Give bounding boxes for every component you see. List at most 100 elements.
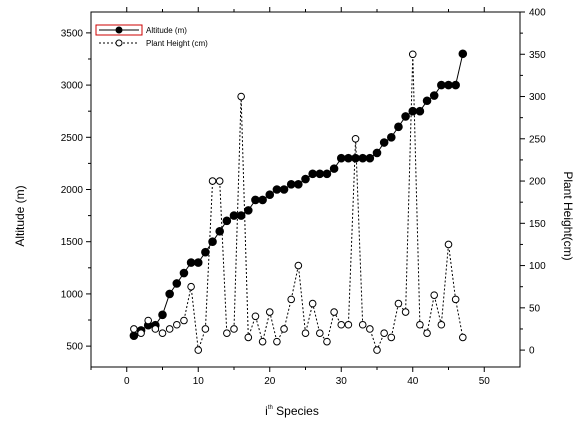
data-point-series-1 <box>372 148 382 158</box>
x-axis-title: ith Species <box>265 404 319 418</box>
y2-axis-ticks: 0 50 100 150 200 250 300 350 400 <box>520 8 546 357</box>
x-tick-label: 0 <box>124 376 130 387</box>
data-point-series-1 <box>172 279 182 288</box>
x-axis-title-main: i <box>265 404 268 418</box>
data-point-series-2 <box>387 333 396 342</box>
data-point-series-1 <box>429 91 439 100</box>
data-point-series-2 <box>223 329 231 337</box>
y-tick-label: 1000 <box>61 289 84 300</box>
legend-marker-series-1 <box>115 26 123 34</box>
x-tick-label: 50 <box>479 376 491 387</box>
data-point-series-2 <box>366 325 374 333</box>
data-point-series-2 <box>258 337 267 346</box>
data-point-series-1 <box>394 122 403 132</box>
data-point-series-2 <box>437 320 446 329</box>
data-point-series-2 <box>215 177 224 185</box>
series-points <box>129 49 468 354</box>
data-point-series-2 <box>251 312 260 321</box>
data-point-series-1 <box>336 153 346 163</box>
data-point-series-2 <box>280 325 288 333</box>
legend-label-series-1: Altitude (m) <box>146 26 187 35</box>
plot-frame <box>90 11 521 368</box>
data-point-series-1 <box>258 195 267 205</box>
data-point-series-1 <box>408 106 418 116</box>
data-point-series-2 <box>230 325 238 333</box>
data-point-series-1 <box>186 258 196 267</box>
data-point-series-2 <box>201 325 210 333</box>
y-tick-label: 1500 <box>61 237 84 248</box>
data-point-series-1 <box>329 164 339 173</box>
data-point-series-1 <box>244 206 253 215</box>
data-point-series-1 <box>422 96 432 106</box>
data-point-series-2 <box>323 337 331 346</box>
y2-tick-label: 100 <box>529 261 546 272</box>
x-tick-label: 10 <box>193 376 205 387</box>
data-point-series-2 <box>416 320 424 329</box>
data-point-series-2 <box>130 325 138 333</box>
legend-highlight-box <box>95 24 143 36</box>
x-axis-ticks: 0 10 20 30 40 50 <box>90 7 491 387</box>
data-point-series-1 <box>458 49 468 59</box>
data-point-series-1 <box>158 310 167 320</box>
data-point-series-2 <box>180 316 188 325</box>
data-point-series-1 <box>322 169 332 179</box>
data-point-series-2 <box>344 320 353 329</box>
data-point-series-1 <box>387 132 396 142</box>
data-point-series-2 <box>194 346 203 354</box>
legend: Altitude (m) Plant Height (cm) <box>95 24 208 48</box>
y2-tick-label: 50 <box>529 303 541 314</box>
x-tick-label: 40 <box>407 376 419 387</box>
data-point-series-1 <box>351 153 360 163</box>
data-point-series-1 <box>179 268 189 278</box>
y-tick-label: 500 <box>66 342 83 353</box>
y2-tick-label: 150 <box>529 219 546 230</box>
x-tick-label: 30 <box>336 376 348 387</box>
data-point-series-2 <box>158 329 167 337</box>
data-point-series-2 <box>401 308 410 316</box>
data-point-series-2 <box>173 320 181 329</box>
data-point-series-1 <box>365 153 375 163</box>
data-point-series-1 <box>222 216 232 226</box>
y-axis-ticks: 500 1000 1500 2000 2500 3000 3500 <box>61 28 91 353</box>
data-point-series-1 <box>379 138 389 147</box>
data-point-series-2 <box>330 308 338 316</box>
data-point-series-2 <box>444 240 453 249</box>
data-point-series-1 <box>129 331 139 340</box>
data-point-series-2 <box>394 299 403 308</box>
data-point-series-1 <box>344 153 353 163</box>
data-point-series-1 <box>165 289 174 299</box>
data-point-series-1 <box>215 226 224 236</box>
data-point-series-2 <box>358 320 367 329</box>
data-point-series-1 <box>272 185 282 194</box>
y-axis-title: Altitude (m) <box>13 185 27 246</box>
series-lines <box>133 53 464 352</box>
legend-marker-series-2 <box>115 39 123 47</box>
y2-axis-title: Plant Height(cm) <box>561 171 575 260</box>
x-axis-title-suffix: Species <box>273 404 319 418</box>
data-point-series-2 <box>165 325 174 333</box>
y2-tick-label: 400 <box>529 8 546 19</box>
y2-tick-label: 300 <box>529 92 546 103</box>
data-point-series-2 <box>137 329 145 337</box>
data-point-series-2 <box>337 320 346 329</box>
data-point-series-1 <box>251 195 260 205</box>
data-point-series-1 <box>301 174 310 184</box>
data-point-series-1 <box>401 112 410 121</box>
data-point-series-2 <box>408 50 417 59</box>
legend-label-series-2: Plant Height (cm) <box>146 39 208 48</box>
data-point-series-1 <box>193 258 203 267</box>
data-point-series-1 <box>279 185 289 194</box>
data-point-series-2 <box>316 329 324 337</box>
y2-tick-label: 250 <box>529 134 546 145</box>
x-axis-title-superscript: th <box>268 405 273 411</box>
data-point-series-1 <box>236 211 246 220</box>
data-point-series-2 <box>265 308 274 316</box>
y-tick-label: 2000 <box>61 185 84 196</box>
y2-tick-label: 0 <box>529 346 535 357</box>
data-point-series-2 <box>287 295 296 304</box>
data-point-series-2 <box>187 282 195 291</box>
series-line-2 <box>133 54 464 352</box>
data-point-series-2 <box>380 329 388 337</box>
data-point-series-2 <box>351 134 360 143</box>
